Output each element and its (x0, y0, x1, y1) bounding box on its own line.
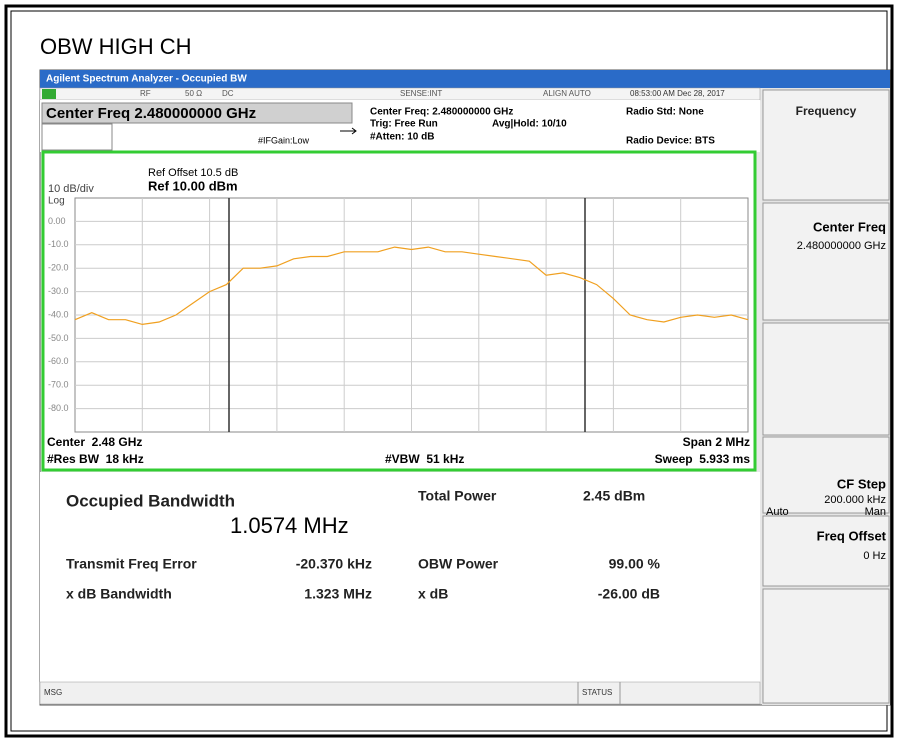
avg-hold: Avg|Hold: 10/10 (492, 119, 567, 130)
vbw: #VBW 51 kHz (385, 452, 464, 466)
total-power-value: 2.45 dBm (583, 488, 645, 504)
trig: Trig: Free Run (370, 119, 438, 130)
radio-device: Radio Device: BTS (626, 136, 715, 147)
window-title: Agilent Spectrum Analyzer - Occupied BW (46, 74, 247, 85)
softkey-option: Auto (766, 506, 789, 518)
freq-error-label: Transmit Freq Error (66, 556, 197, 572)
xdb-bw-value: 1.323 MHz (304, 586, 372, 602)
trace (74, 246, 749, 326)
y-tick-label: -60.0 (48, 356, 69, 366)
if-gain: #IFGain:Low (258, 135, 310, 145)
softkey-button[interactable] (762, 202, 890, 321)
y-tick-label: 0.00 (48, 216, 66, 226)
status-align: ALIGN AUTO (543, 89, 591, 98)
y-tick-label: -40.0 (48, 309, 69, 319)
status-time: 08:53:00 AM Dec 28, 2017 (630, 89, 725, 98)
center-freq-box[interactable] (41, 102, 353, 124)
y-tick-label: -30.0 (48, 286, 69, 296)
softkey-menu-title: Frequency (796, 104, 857, 118)
softkey-value: 0 Hz (863, 550, 886, 562)
res-bw: #Res BW 18 kHz (47, 452, 144, 466)
ref-offset: Ref Offset 10.5 dB (148, 167, 238, 179)
softkey-menu (762, 89, 890, 201)
status-impedance: 50 Ω (185, 89, 202, 98)
obw-power-value: 99.00 % (609, 556, 661, 572)
xdb-value: -26.00 dB (598, 586, 660, 602)
radio-std: Radio Std: None (626, 107, 704, 118)
y-tick-label: -10.0 (48, 239, 69, 249)
atten: #Atten: 10 dB (370, 132, 434, 143)
softkey-label: CF Step (837, 476, 886, 491)
plot: 0.00 -10.0 -20.0 -30.0 -40.0 -50.0 -60.0 -70.0 -… (48, 197, 749, 433)
scale: 10 dB/div (48, 183, 94, 195)
footer-status: STATUS (582, 688, 612, 697)
softkey-button[interactable] (762, 436, 890, 514)
footer-msg: MSG (44, 688, 62, 697)
span: Span 2 MHz (683, 435, 750, 449)
status-icon (42, 89, 56, 99)
softkey-value: 2.480000000 GHz (797, 240, 886, 252)
center-freq-entry: Center Freq 2.480000000 GHz (46, 105, 256, 122)
center-label: Center 2.48 GHz (47, 435, 142, 449)
obw-label: Occupied Bandwidth (66, 491, 235, 510)
total-power-label: Total Power (418, 488, 497, 504)
status-rf: RF (140, 89, 151, 98)
footer-bar (39, 681, 761, 705)
obw-power-label: OBW Power (418, 556, 499, 572)
results-panel (40, 472, 760, 682)
status-coupling: DC (222, 89, 234, 98)
xdb-label: x dB (418, 586, 448, 602)
y-tick-label: -20.0 (48, 263, 69, 273)
freq-error-value: -20.370 kHz (296, 556, 372, 572)
xdb-bw-label: x dB Bandwidth (66, 586, 172, 602)
title-bar (40, 70, 890, 88)
log-label: Log (48, 196, 65, 207)
page-title: OBW HIGH CH (40, 34, 192, 59)
y-tick-label: -80.0 (48, 403, 69, 413)
ref-level: Ref 10.00 dBm (148, 178, 238, 193)
center-freq-info: Center Freq: 2.480000000 GHz (370, 107, 513, 118)
sweep: Sweep 5.933 ms (655, 452, 751, 466)
obw-value: 1.0574 MHz (230, 513, 349, 538)
entry-box (41, 123, 113, 151)
y-tick-label: -50.0 (48, 333, 69, 343)
softkey-label: Center Freq (813, 219, 886, 234)
softkey-button[interactable] (762, 515, 890, 587)
arrow-icon (340, 127, 357, 135)
softkey-label: Freq Offset (817, 528, 887, 543)
softkey-button[interactable] (762, 322, 890, 436)
softkey-option: Man (865, 506, 886, 518)
softkey-button[interactable] (762, 588, 890, 704)
softkey-value: 200.000 kHz (824, 494, 886, 506)
y-tick-label: -70.0 (48, 380, 69, 390)
status-sense: SENSE:INT (400, 89, 442, 98)
